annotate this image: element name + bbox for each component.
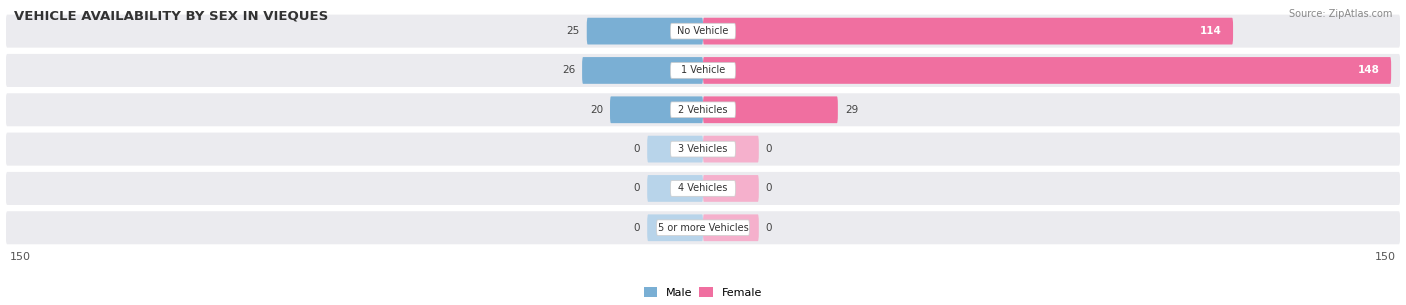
FancyBboxPatch shape [657,220,749,236]
FancyBboxPatch shape [586,18,703,45]
FancyBboxPatch shape [703,175,759,202]
FancyBboxPatch shape [6,15,1400,48]
FancyBboxPatch shape [703,214,759,241]
Text: 148: 148 [1358,66,1379,75]
Text: 26: 26 [562,66,575,75]
Text: 2 Vehicles: 2 Vehicles [678,105,728,115]
FancyBboxPatch shape [582,57,703,84]
FancyBboxPatch shape [703,136,759,163]
Text: 0: 0 [766,223,772,233]
FancyBboxPatch shape [6,172,1400,205]
Text: Source: ZipAtlas.com: Source: ZipAtlas.com [1288,9,1392,19]
Text: 0: 0 [766,183,772,193]
Text: 150: 150 [1375,252,1396,262]
FancyBboxPatch shape [671,181,735,196]
FancyBboxPatch shape [647,175,703,202]
FancyBboxPatch shape [6,93,1400,126]
Text: 29: 29 [845,105,858,115]
Text: 5 or more Vehicles: 5 or more Vehicles [658,223,748,233]
Text: 25: 25 [567,26,579,36]
FancyBboxPatch shape [671,141,735,157]
Text: 1 Vehicle: 1 Vehicle [681,66,725,75]
Text: No Vehicle: No Vehicle [678,26,728,36]
FancyBboxPatch shape [6,133,1400,166]
FancyBboxPatch shape [610,96,703,123]
FancyBboxPatch shape [703,96,838,123]
Legend: Male, Female: Male, Female [640,283,766,302]
FancyBboxPatch shape [703,57,1391,84]
Text: 0: 0 [766,144,772,154]
FancyBboxPatch shape [703,18,1233,45]
Text: 4 Vehicles: 4 Vehicles [678,183,728,193]
Text: VEHICLE AVAILABILITY BY SEX IN VIEQUES: VEHICLE AVAILABILITY BY SEX IN VIEQUES [14,9,329,22]
Text: 150: 150 [10,252,31,262]
Text: 0: 0 [634,183,640,193]
FancyBboxPatch shape [6,211,1400,244]
Text: 0: 0 [634,144,640,154]
FancyBboxPatch shape [6,54,1400,87]
FancyBboxPatch shape [671,63,735,78]
Text: 20: 20 [591,105,603,115]
Text: 0: 0 [634,223,640,233]
FancyBboxPatch shape [671,102,735,118]
Text: 114: 114 [1199,26,1222,36]
FancyBboxPatch shape [647,136,703,163]
Text: 3 Vehicles: 3 Vehicles [678,144,728,154]
FancyBboxPatch shape [647,214,703,241]
FancyBboxPatch shape [671,23,735,39]
